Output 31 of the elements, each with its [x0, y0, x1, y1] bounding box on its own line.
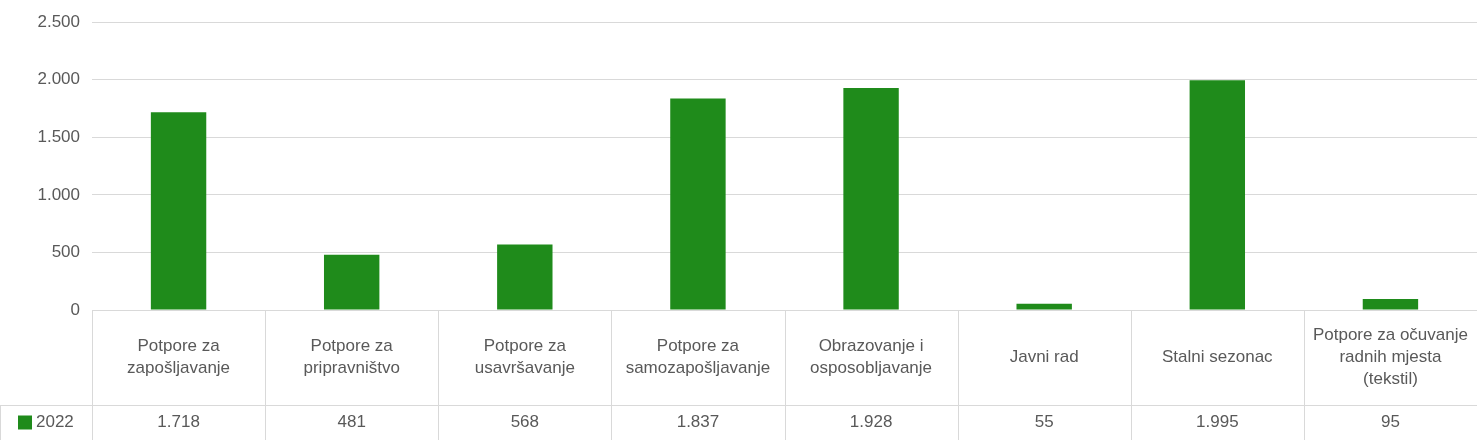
data-label: 1.928 [849, 412, 893, 432]
y-tick-label: 1.500 [37, 127, 80, 147]
bar [497, 244, 553, 310]
bar [1362, 299, 1419, 310]
legend-label: 2022 [36, 412, 74, 432]
x-tick-label: Stalni sezonac [1162, 347, 1274, 367]
x-tick-label: Potpore za pripravništvo [303, 336, 400, 378]
bar [150, 112, 207, 310]
data-label: 1.995 [1196, 412, 1239, 432]
x-tick-label: Potpore za usavršavanje [474, 336, 575, 378]
x-tick-label: Potpore za zapošljavanje [127, 336, 231, 378]
y-tick-label: 500 [51, 242, 80, 262]
data-label: 55 [1034, 412, 1054, 432]
y-tick-label: 2.000 [37, 69, 80, 89]
y-tick-label: 1.000 [37, 184, 80, 204]
data-label: 568 [510, 412, 539, 432]
bar [1016, 303, 1072, 310]
x-tick-label: Obrazovanje i osposobljavanje [810, 336, 933, 378]
bar [1189, 80, 1246, 310]
data-label: 95 [1380, 412, 1400, 432]
bar [323, 254, 380, 310]
x-tick-label: Javni rad [1009, 347, 1079, 367]
y-tick-label: 2.500 [37, 11, 80, 31]
y-tick-label: 0 [70, 299, 80, 319]
bar [843, 88, 899, 310]
data-label: 1.718 [157, 412, 200, 432]
bar [670, 98, 726, 310]
data-label: 1.837 [676, 412, 720, 432]
data-label: 481 [337, 412, 366, 432]
x-tick-label: Potpore za očuvanje radnih mjesta (tekstil) [1312, 325, 1468, 389]
x-tick-label: Potpore za samozapošljavanje [625, 336, 771, 378]
